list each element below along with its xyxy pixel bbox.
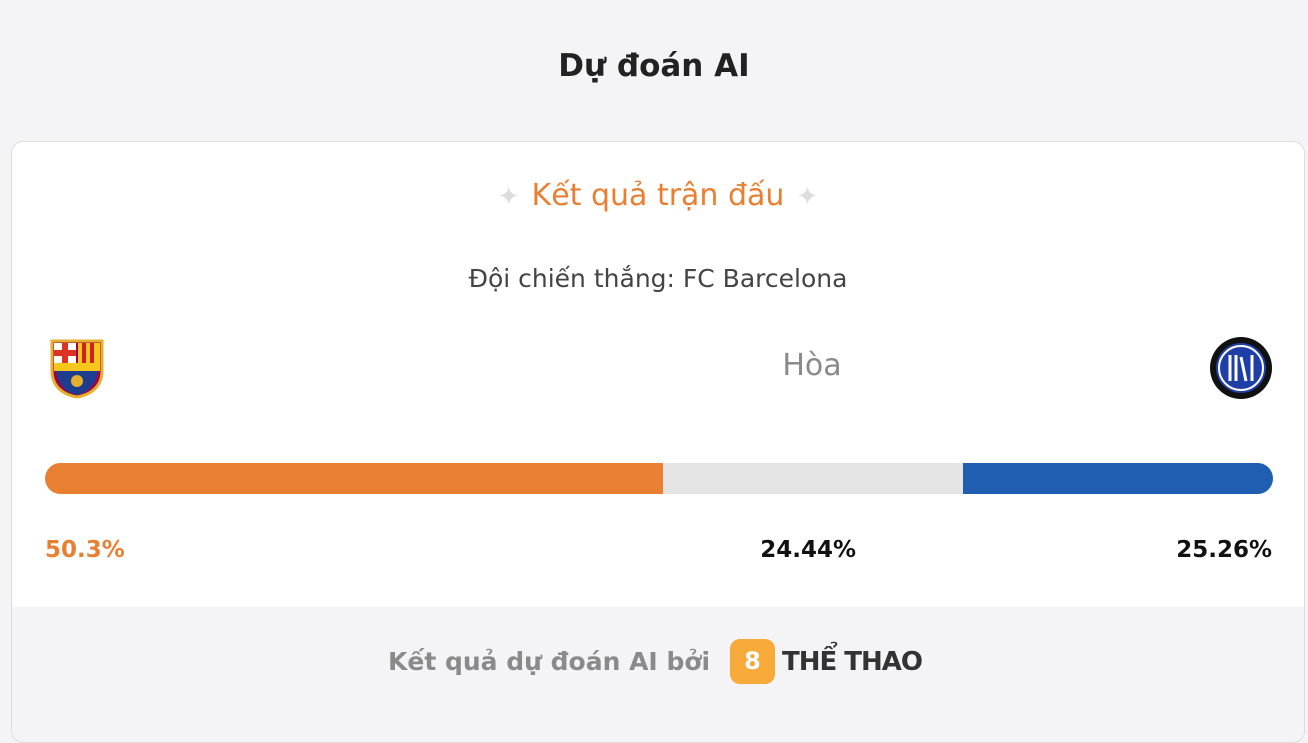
away-win-label: 25.26%	[1176, 537, 1272, 563]
prediction-bar	[45, 463, 1273, 494]
draw-prob-label: 24.44%	[760, 537, 856, 563]
brand-badge[interactable]: 8	[730, 639, 775, 684]
bar-segment	[45, 463, 663, 494]
page: Dự đoán AI ✦ Kết quả trận đấu ✦ Đội chiến …	[11, 48, 1305, 743]
home-win-label: 50.3%	[45, 537, 125, 563]
prediction-card: ✦ Kết quả trận đấu ✦ Đội chiến thắng: FC B…	[11, 141, 1305, 743]
bar-segment	[662, 463, 963, 494]
winner-text: Đội chiến thắng: FC Barcelona	[468, 264, 848, 293]
card-heading: ✦ Kết quả trận đấu ✦	[497, 178, 819, 213]
home-team-logo	[50, 339, 104, 399]
footer-text: Kết quả dự đoán AI bởi	[388, 647, 711, 676]
bar-segment	[962, 463, 1273, 494]
heading-text: Kết quả trận đấu	[531, 178, 785, 213]
card-footer: Kết quả dự đoán AI bởi 8 THỂ THAO	[12, 607, 1304, 742]
away-team-logo	[1210, 337, 1272, 399]
draw-label: Hòa	[782, 348, 842, 383]
brand-name[interactable]: THỂ THAO	[782, 647, 923, 677]
page-title: Dự đoán AI	[558, 48, 750, 84]
